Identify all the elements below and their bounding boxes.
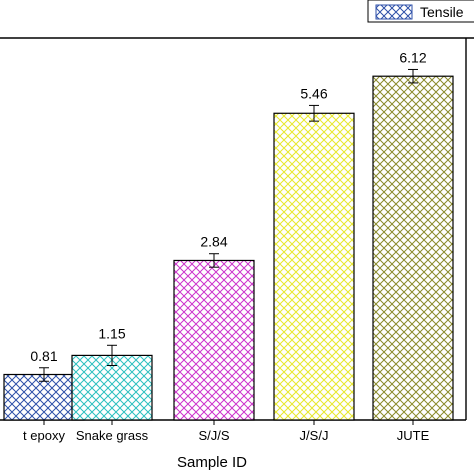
legend-swatch bbox=[375, 4, 413, 20]
bar bbox=[273, 112, 355, 421]
bars-layer bbox=[3, 75, 454, 421]
value-label: 5.46 bbox=[300, 85, 327, 101]
x-tick-label: JUTE bbox=[397, 428, 430, 443]
error-bar bbox=[209, 253, 219, 268]
x-ticks-layer bbox=[43, 420, 414, 425]
bar bbox=[372, 75, 454, 421]
error-bar bbox=[309, 104, 319, 122]
x-tick-label: J/S/J bbox=[300, 428, 329, 443]
value-label: 0.81 bbox=[30, 348, 57, 364]
value-label: 1.15 bbox=[98, 325, 125, 341]
bar bbox=[173, 259, 255, 421]
bar bbox=[3, 373, 85, 421]
value-label: 2.84 bbox=[200, 234, 227, 250]
x-tick-label: Snake grass bbox=[76, 428, 149, 443]
x-tick-label: S/J/S bbox=[198, 428, 229, 443]
error-bars-layer bbox=[39, 68, 418, 382]
value-label: 6.12 bbox=[399, 49, 426, 65]
error-bar bbox=[408, 68, 418, 84]
legend: Tensile bbox=[367, 0, 474, 23]
legend-label: Tensile bbox=[420, 4, 464, 20]
x-tick-labels-layer: t epoxy Snake grass S/J/S J/S/J JUTE bbox=[23, 428, 430, 443]
x-axis-title: Sample ID bbox=[177, 454, 247, 471]
x-tick-label: t epoxy bbox=[23, 428, 65, 443]
error-bar bbox=[107, 344, 117, 367]
value-labels-layer: 0.81 1.15 2.84 5.46 6.12 bbox=[30, 49, 426, 363]
error-bar bbox=[39, 367, 49, 382]
